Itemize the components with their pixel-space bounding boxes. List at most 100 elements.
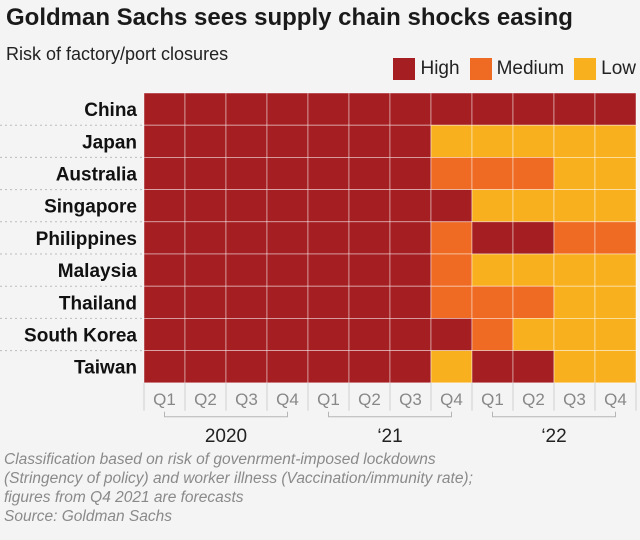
heatmap-cell [594,285,637,319]
footnote: Classification based on risk of govenrme… [4,450,634,526]
heatmap-cell [594,189,637,223]
footnote-line: Classification based on risk of govenrme… [4,451,436,468]
heatmap-cell [430,317,473,351]
heatmap-cell [430,350,473,384]
quarter-label: Q3 [235,390,258,409]
quarter-label: Q4 [604,390,627,409]
heatmap-cell [307,285,350,319]
heatmap-cell [348,221,391,255]
heatmap-cell [389,350,432,384]
heatmap-cell [266,317,309,351]
year-label: ‘22 [541,426,566,447]
legend-item-low: Low [574,58,636,80]
heatmap-cell [471,317,514,351]
heatmap-cell [471,221,514,255]
heatmap-cell [266,157,309,191]
heatmap-cell [266,350,309,384]
heatmap-cell [266,285,309,319]
heatmap-cell [225,189,268,223]
legend: High Medium Low [383,58,636,80]
footnote-line: figures from Q4 2021 are forecasts [4,489,244,506]
heatmap-cell [225,221,268,255]
year-bracket [492,411,616,418]
country-label: Thailand [59,293,137,314]
heatmap-cell [184,285,227,319]
heatmap-cell [348,92,391,126]
heatmap-cell [512,157,555,191]
heatmap-cell [225,350,268,384]
heatmap-cell [594,92,637,126]
heatmap-cell [184,317,227,351]
heatmap-cell [471,285,514,319]
year-label: 2020 [205,426,247,447]
quarter-label: Q2 [358,390,381,409]
heatmap-cell [143,189,186,223]
year-bracket [328,411,452,418]
heatmap-cell [594,253,637,287]
heatmap-cell [307,317,350,351]
heatmap-cell [512,253,555,287]
heatmap-cell [389,285,432,319]
heatmap-cell [225,253,268,287]
heatmap-cell [430,92,473,126]
heatmap-cell [430,285,473,319]
legend-item-medium: Medium [469,58,565,80]
heatmap-cell [389,157,432,191]
legend-item-high: High [393,58,460,80]
heatmap-cell [348,157,391,191]
heatmap-cell [348,350,391,384]
heatmap-cell [307,221,350,255]
heatmap-cell [143,350,186,384]
heatmap-cell [389,253,432,287]
heatmap-cell [471,124,514,158]
heatmap-cell [184,350,227,384]
country-label: Japan [82,132,137,153]
quarter-label: Q2 [522,390,545,409]
heatmap-cell [512,189,555,223]
heatmap-cell [389,317,432,351]
heatmap-cell [143,124,186,158]
heatmap-cell [430,253,473,287]
heatmap-cell [512,350,555,384]
heatmap-cell [389,189,432,223]
quarter-label: Q2 [194,390,217,409]
heatmap-cell [430,157,473,191]
heatmap-cell [553,285,596,319]
heatmap-cell [143,157,186,191]
heatmap-cell [266,92,309,126]
heatmap-cell [430,221,473,255]
heatmap-cell [307,92,350,126]
heatmap-cell [143,285,186,319]
quarter-label: Q4 [440,390,463,409]
heatmap-cell [225,92,268,126]
quarter-label: Q1 [481,390,504,409]
quarter-label: Q1 [153,390,176,409]
heatmap-cell [594,124,637,158]
heatmap-cell [512,285,555,319]
legend-label-low: Low [601,58,636,79]
heatmap-cell [553,317,596,351]
heatmap-cell [225,157,268,191]
quarter-label: Q4 [276,390,299,409]
heatmap-cell [594,350,637,384]
heatmap-cell [225,124,268,158]
chart-title: Goldman Sachs sees supply chain shocks e… [6,4,573,31]
year-bracket [164,411,288,418]
heatmap-cell [512,124,555,158]
heatmap-cell [348,189,391,223]
heatmap-cell [471,350,514,384]
heatmap-cell [553,157,596,191]
heatmap-cell [184,221,227,255]
heatmap-cell [553,221,596,255]
heatmap-cell [594,157,637,191]
legend-swatch-low [574,58,597,80]
heatmap-cell [348,253,391,287]
heatmap-cell [266,189,309,223]
heatmap-cell [307,124,350,158]
heatmap-cell [553,350,596,384]
heatmap-cell [430,124,473,158]
legend-label-medium: Medium [496,58,565,79]
heatmap-cell [225,285,268,319]
heatmap-cell [348,285,391,319]
heatmap-cell [430,189,473,223]
